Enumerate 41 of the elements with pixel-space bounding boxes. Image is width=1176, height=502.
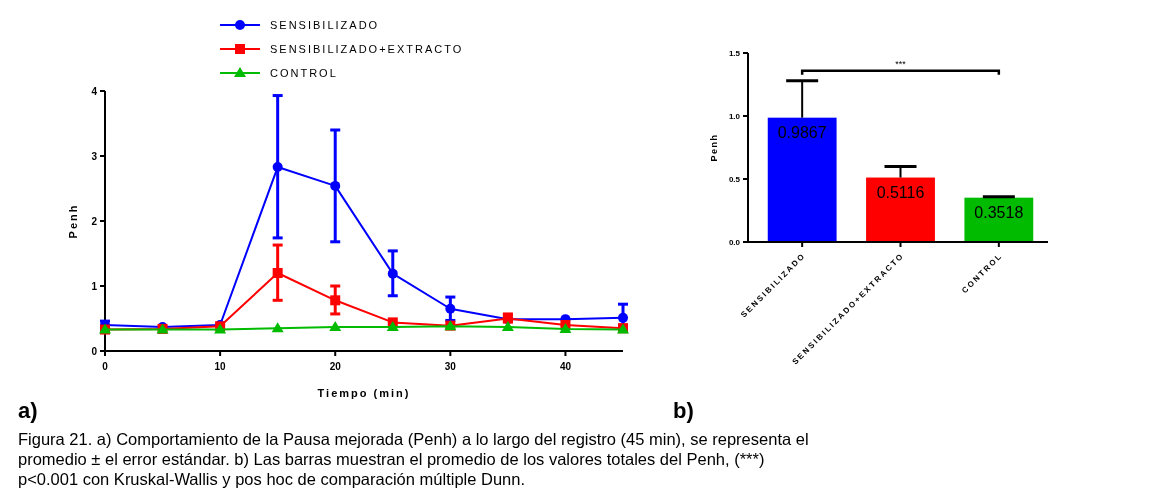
point: [387, 268, 398, 279]
point: [271, 322, 284, 333]
point: [272, 162, 283, 173]
text: Figura 21. a) Comportamiento de la Pausa mejorada (Penh) a lo largo del registro (45 min), se representa el: [18, 430, 809, 448]
point: [329, 320, 342, 331]
y-tick-label: 1: [91, 281, 98, 292]
y-tick-label: 2: [91, 216, 98, 227]
y-tick-label: 1.0: [728, 112, 741, 121]
x-tick-label: 20: [329, 361, 342, 372]
legend-label: CONTROL: [270, 67, 338, 79]
x-tick-label: 40: [559, 361, 572, 372]
legend-label: SENSIBILIZADO+EXTRACTO: [270, 43, 464, 55]
x-tick-label: 0: [102, 361, 109, 372]
data-label: 0.5116: [876, 183, 925, 201]
data-label: 0.3518: [974, 203, 1024, 221]
legend-label: SENSIBILIZADO: [270, 19, 380, 31]
text: p<0.001 con Kruskal-Wallis y pos hoc de comparación múltiple Dunn.: [18, 470, 526, 488]
y-tick-label: 0.5: [728, 175, 741, 184]
point: [501, 320, 514, 331]
y-tick-label: 0.0: [728, 238, 741, 247]
y-axis-title: Penh: [709, 133, 719, 162]
y-axis-title: Penh: [67, 203, 79, 239]
data-label: 0.9867: [777, 123, 827, 141]
bar: [866, 177, 935, 242]
point: [330, 180, 341, 191]
y-tick-label: 0: [91, 346, 98, 357]
y-tick-label: 3: [91, 151, 98, 162]
text: b): [673, 398, 694, 423]
annotation: ***: [895, 58, 907, 69]
y-tick-label: 4: [91, 86, 98, 97]
x-tick-label: 30: [444, 361, 457, 372]
point: [445, 303, 456, 314]
point: [618, 312, 628, 323]
y-tick-label: 1.5: [728, 49, 741, 58]
point: [330, 295, 341, 306]
text: a): [18, 398, 38, 423]
bar: [767, 117, 837, 242]
point: [272, 268, 283, 278]
x-axis-title: Tiempo (min): [317, 387, 411, 399]
text: promedio ± el error estándar. b) Las barras muestran el promedio de los valores totales del Penh, (***): [18, 450, 765, 468]
x-tick-label: 10: [214, 361, 227, 372]
